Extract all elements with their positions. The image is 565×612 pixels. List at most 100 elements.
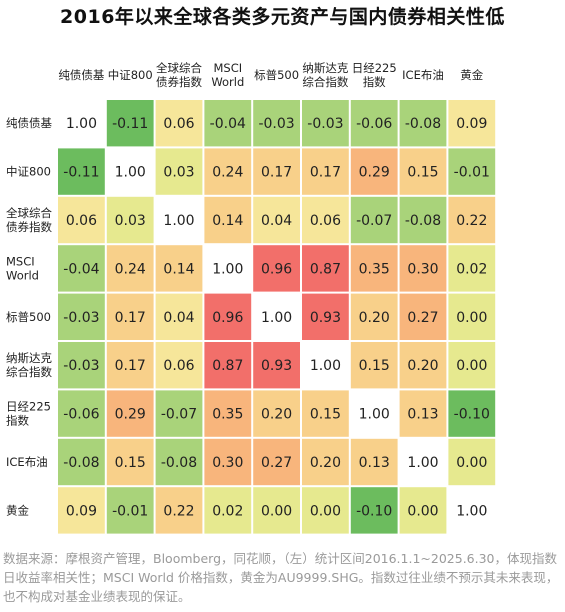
cell-value-label: -0.03: [63, 358, 99, 374]
heatmap-cell: [58, 293, 105, 340]
column-header: 日经225 指数: [352, 61, 397, 89]
cell-value-label: 1.00: [212, 261, 243, 277]
column-header: 中证800: [108, 68, 153, 82]
cell-value-label: -0.04: [210, 116, 246, 132]
heatmap-cell: [302, 342, 349, 389]
cell-value-label: -0.08: [405, 116, 441, 132]
row-header: 纳斯达克综合指数: [6, 351, 52, 379]
cell-value-label: 1.00: [310, 358, 341, 374]
heatmap-cell: [253, 293, 300, 340]
cell-value-label: -0.08: [63, 455, 99, 471]
heatmap-cell: [155, 438, 203, 486]
heatmap-cell: [106, 196, 154, 244]
heatmap-cell: [204, 148, 252, 195]
cell-value-label: 0.03: [163, 165, 194, 181]
heatmap-cell: [106, 438, 154, 486]
cell-value-label: 0.09: [456, 116, 487, 132]
cell-value-label: 1.00: [456, 503, 487, 519]
heatmap-cell: [448, 293, 496, 340]
heatmap-cell: [350, 438, 398, 486]
heatmap-cell: [350, 196, 398, 244]
cell-value-label: -0.08: [161, 455, 197, 471]
row-header: 中证800: [6, 165, 51, 179]
cell-value-label: -0.06: [356, 116, 392, 132]
cell-value-label: -0.01: [112, 503, 148, 519]
cell-value-label: 0.93: [310, 310, 341, 326]
cell-value-label: 0.27: [261, 455, 292, 471]
heatmap-cell: [399, 487, 447, 534]
heatmap-cell: [448, 100, 496, 147]
cell-value-label: 1.00: [261, 310, 292, 326]
cell-value-label: 0.17: [310, 165, 341, 181]
heatmap-cell: [204, 100, 252, 147]
heatmap-cell: [448, 245, 496, 292]
heatmap-cell: [448, 390, 496, 437]
row-header: 纯债债基: [6, 116, 52, 130]
heatmap-cell: [302, 148, 349, 195]
heatmap-cell: [204, 196, 252, 244]
heatmap-cell: [58, 438, 105, 486]
cell-value-label: 0.00: [261, 503, 292, 519]
cell-value-label: 0.06: [163, 116, 194, 132]
heatmap-cell: [302, 100, 349, 147]
row-header: MSCI World: [6, 254, 39, 282]
heatmap-cell: [155, 487, 203, 534]
heatmap-cell: [399, 148, 447, 195]
cell-value-label: 0.96: [212, 310, 243, 326]
heatmap-cell: [302, 293, 349, 340]
heatmap-cell: [204, 342, 252, 389]
heatmap-cell: [350, 148, 398, 195]
heatmap-cell: [155, 293, 203, 340]
column-header: 纳斯达克综合指数: [302, 61, 348, 89]
heatmap-cell: [58, 100, 105, 147]
heatmap-cell: [204, 438, 252, 486]
heatmap-cell: [399, 342, 447, 389]
cell-value-label: 0.24: [115, 261, 146, 277]
cell-value-label: 0.20: [310, 455, 341, 471]
cell-value-label: 0.15: [115, 455, 146, 471]
column-header: 纯债债基: [58, 68, 104, 82]
heatmap-cell: [399, 390, 447, 437]
heatmap-cells: 1.00 -0.11 0.06 -0.04 -0.03 -0.03 -0.06 -0.08 0.…: [58, 100, 496, 534]
heatmap-cell: [253, 487, 300, 534]
heatmap-cell: [302, 196, 349, 244]
cell-value-label: 0.87: [310, 261, 341, 277]
heatmap-cell: [253, 148, 300, 195]
row-header: ICE布油: [6, 455, 48, 469]
cell-value-label: 0.22: [456, 213, 487, 229]
cell-value-label: -0.11: [63, 165, 99, 181]
cell-value-label: 0.00: [310, 503, 341, 519]
heatmap-cell: [253, 245, 300, 292]
heatmap-cell: [350, 342, 398, 389]
heatmap-cell: [399, 196, 447, 244]
heatmap-cell: [155, 245, 203, 292]
cell-value-label: -0.07: [161, 407, 197, 423]
cell-value-label: 0.30: [407, 261, 438, 277]
cell-value-label: 0.20: [359, 310, 390, 326]
heatmap-cell: [253, 196, 300, 244]
heatmap-cell: [155, 196, 203, 244]
cell-value-label: 0.04: [261, 213, 292, 229]
cell-value-label: 0.15: [310, 407, 341, 423]
heatmap-cell: [350, 293, 398, 340]
heatmap-cell: [106, 342, 154, 389]
cell-value-label: 0.15: [359, 358, 390, 374]
column-header: 标普500: [254, 68, 299, 82]
cell-value-label: 0.06: [310, 213, 341, 229]
row-header: 黄金: [6, 503, 29, 517]
heatmap-cell: [302, 390, 349, 437]
heatmap-cell: [106, 245, 154, 292]
cell-value-label: 1.00: [407, 455, 438, 471]
heatmap-cell: [302, 487, 349, 534]
heatmap-cell: [204, 390, 252, 437]
column-headers: 纯债债基 中证800 全球综合债券指数 MSCI World 标普500 纳斯达克综合指数日…: [58, 61, 483, 89]
heatmap-cell: [204, 487, 252, 534]
cell-value-label: 1.00: [163, 213, 194, 229]
cell-value-label: 1.00: [359, 407, 390, 423]
cell-value-label: -0.08: [405, 213, 441, 229]
row-header: 日经225 指数: [6, 400, 51, 428]
column-header: MSCI World: [211, 61, 244, 89]
cell-value-label: 0.15: [407, 165, 438, 181]
